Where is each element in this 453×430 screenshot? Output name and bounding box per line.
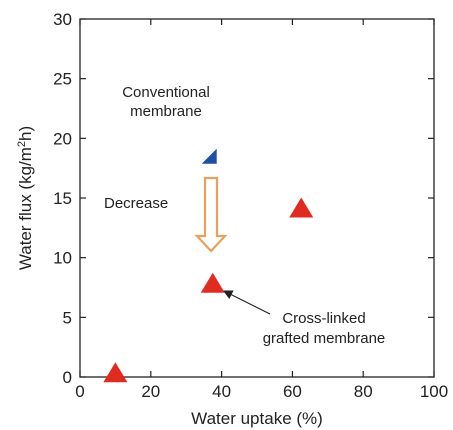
y-tick-label: 20 bbox=[53, 129, 72, 148]
y-tick-label: 30 bbox=[53, 10, 72, 29]
data-point-conventional bbox=[201, 148, 217, 164]
decrease-arrow bbox=[194, 176, 228, 253]
annotation-crosslinked-line2: grafted membrane bbox=[263, 330, 386, 347]
y-tick-label: 15 bbox=[53, 189, 72, 208]
x-axis-ticks: 0 20 40 60 80 100 bbox=[75, 19, 448, 401]
annotation-crosslinked-pointer bbox=[222, 290, 271, 315]
x-tick-label: 60 bbox=[283, 382, 302, 401]
annotation-crosslinked-line1: Cross-linked bbox=[282, 310, 365, 327]
x-tick-label: 80 bbox=[354, 382, 373, 401]
x-axis-title: Water uptake (%) bbox=[191, 409, 323, 428]
y-tick-label: 25 bbox=[53, 70, 72, 89]
x-tick-label: 100 bbox=[420, 382, 448, 401]
y-tick-label: 5 bbox=[63, 308, 72, 327]
data-point bbox=[103, 362, 128, 383]
x-tick-label: 20 bbox=[141, 382, 160, 401]
annotation-conventional-line1: Conventional bbox=[122, 84, 210, 101]
data-points bbox=[103, 148, 314, 383]
annotation-decrease: Decrease bbox=[104, 195, 168, 212]
annotation-conventional-line2: membrane bbox=[130, 103, 202, 120]
y-axis-ticks: 0 5 10 15 20 25 30 bbox=[53, 10, 434, 387]
y-tick-label: 0 bbox=[63, 368, 72, 387]
data-point bbox=[289, 197, 314, 218]
y-tick-label: 10 bbox=[53, 249, 72, 268]
x-tick-label: 0 bbox=[75, 382, 84, 401]
x-tick-label: 40 bbox=[212, 382, 231, 401]
y-axis-title: Water flux (kg/m2h) bbox=[16, 126, 35, 270]
data-point bbox=[200, 272, 225, 293]
